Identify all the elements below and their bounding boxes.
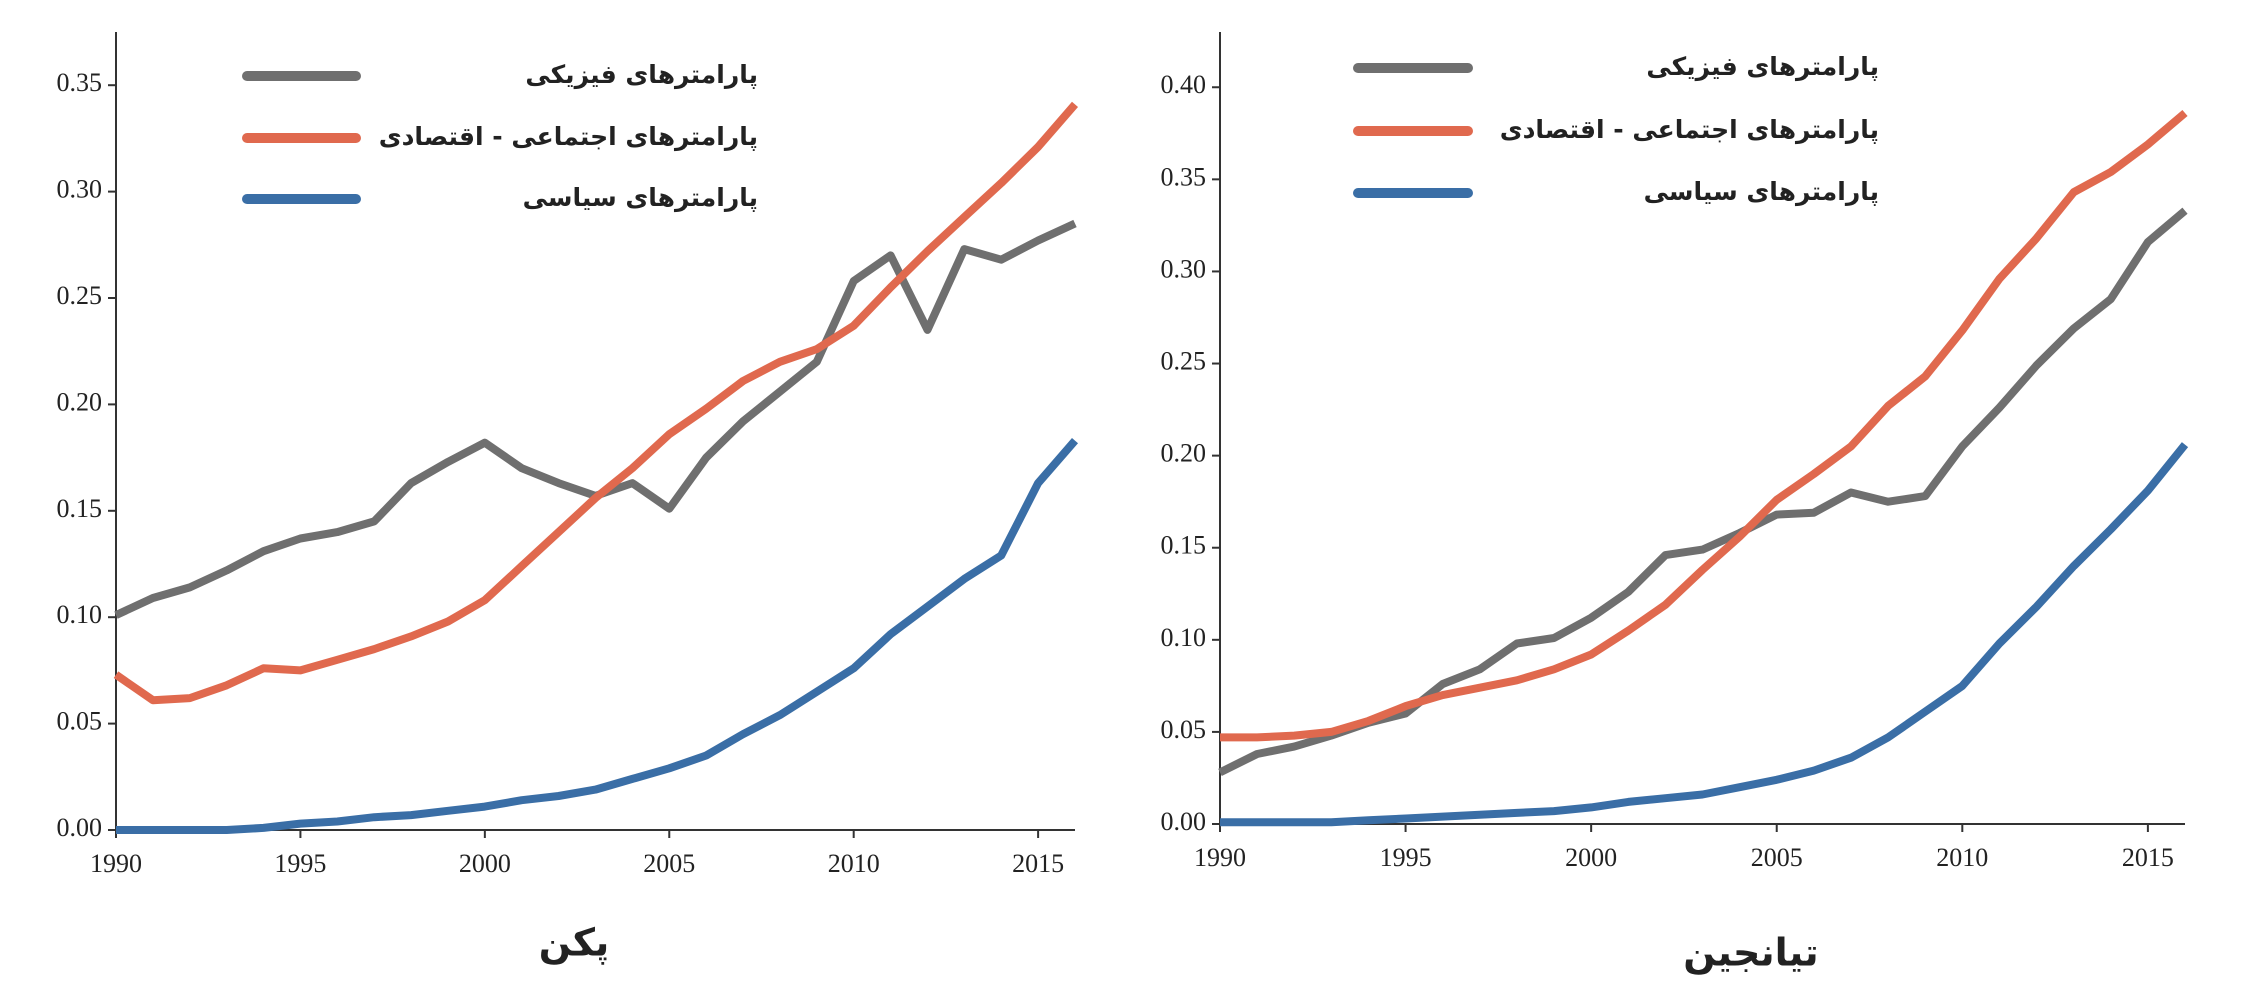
- x-tick-label: 1995: [1380, 843, 1432, 872]
- x-tick-label: 2005: [1751, 843, 1803, 872]
- y-tick-label: 0.20: [1161, 439, 1207, 468]
- series-line: [116, 437, 1079, 834]
- y-tick-label: 0.00: [1161, 807, 1207, 836]
- y-tick-label: 0.05: [57, 707, 103, 736]
- y-tick-label: 0.25: [1161, 347, 1207, 376]
- y-tick-label: 0.10: [57, 600, 103, 629]
- x-tick-label: 2010: [828, 849, 880, 878]
- y-tick-label: 0.25: [57, 281, 103, 310]
- x-tick-label: 2015: [1012, 849, 1064, 878]
- legend-label: پارامترهای سیاسی: [1644, 177, 1879, 207]
- chart-title: پکن: [539, 921, 610, 965]
- x-tick-label: 1990: [90, 849, 142, 878]
- chart-title: تیانجین: [1683, 931, 1818, 975]
- legend-label: پارامترهای فیزیکی: [525, 60, 758, 90]
- x-tick-label: 2000: [459, 849, 511, 878]
- y-tick-label: 0.15: [57, 494, 103, 523]
- y-tick-label: 0.35: [1161, 162, 1207, 191]
- legend-label: پارامترهای اجتماعی - اقتصادی: [379, 122, 758, 152]
- y-tick-label: 0.35: [57, 68, 103, 97]
- x-tick-label: 2010: [1936, 843, 1988, 872]
- y-tick-label: 0.30: [57, 175, 103, 204]
- legend-label: پارامترهای سیاسی: [523, 183, 758, 213]
- legend-label: پارامترهای اجتماعی - اقتصادی: [1500, 115, 1879, 145]
- x-tick-label: 2000: [1565, 843, 1617, 872]
- x-tick-label: 2015: [2122, 843, 2174, 872]
- x-tick-label: 2005: [643, 849, 695, 878]
- series-line: [114, 219, 1077, 619]
- chart: 0.00 0.05 0.10 0.15 0.20 0.25 0.30 0.35 0.40 1990…: [1161, 32, 2189, 975]
- x-tick-label: 1995: [274, 849, 326, 878]
- series-line: [1218, 207, 2188, 776]
- x-tick-label: 1990: [1194, 843, 1246, 872]
- y-tick-label: 0.20: [57, 387, 103, 416]
- series-line: [1220, 109, 2188, 742]
- chart: 0.00 0.05 0.10 0.15 0.20 0.25 0.30 0.35 1990 1995…: [57, 32, 1079, 965]
- series-line: [1220, 442, 2189, 827]
- series-line: [113, 101, 1079, 705]
- y-tick-label: 0.10: [1161, 623, 1207, 652]
- y-tick-label: 0.05: [1161, 715, 1207, 744]
- y-tick-label: 0.40: [1161, 70, 1207, 99]
- y-tick-label: 0.30: [1161, 254, 1207, 283]
- y-tick-label: 0.00: [57, 813, 103, 842]
- legend-label: پارامترهای فیزیکی: [1646, 52, 1879, 82]
- y-tick-label: 0.15: [1161, 531, 1207, 560]
